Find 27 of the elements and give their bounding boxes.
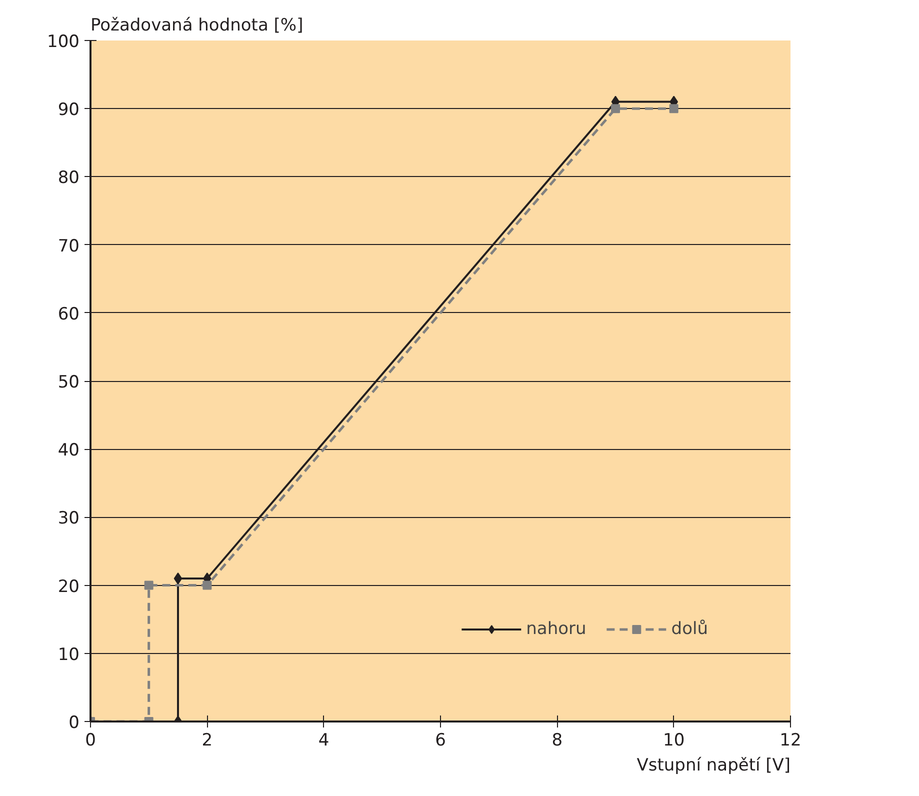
point bbox=[669, 104, 678, 114]
y-tick-label: 50 bbox=[58, 372, 80, 392]
y-tick-label: 100 bbox=[47, 32, 80, 52]
y-axis-title: Požadovaná hodnota [%] bbox=[90, 16, 304, 36]
x-tick-label: 6 bbox=[435, 730, 446, 750]
y-tick-label: 30 bbox=[58, 508, 80, 529]
point bbox=[202, 580, 212, 590]
point bbox=[174, 572, 182, 584]
point bbox=[611, 104, 620, 114]
y-tick-label: 60 bbox=[58, 304, 80, 324]
y-tick-label: 90 bbox=[58, 100, 80, 120]
y-tick-label: 70 bbox=[58, 236, 80, 256]
point bbox=[144, 580, 154, 590]
x-tick-label: 2 bbox=[202, 730, 213, 750]
x-tick-label: 12 bbox=[780, 730, 802, 750]
x-tick-label: 10 bbox=[663, 730, 685, 750]
y-tick-label: 0 bbox=[68, 713, 80, 733]
x-axis-title: Vstupní napětí [V] bbox=[636, 756, 791, 776]
y-tick-label: 10 bbox=[58, 644, 80, 665]
y-tick-label: 20 bbox=[58, 576, 80, 597]
legend-label: nahoru bbox=[526, 619, 586, 639]
y-tick-label: 40 bbox=[58, 440, 80, 461]
legend-label: dolů bbox=[671, 619, 708, 639]
x-tick-label: 4 bbox=[318, 730, 330, 750]
x-tick-label: 0 bbox=[85, 730, 96, 750]
x-tick-label: 8 bbox=[552, 730, 563, 750]
y-tick-label: 80 bbox=[58, 168, 80, 188]
